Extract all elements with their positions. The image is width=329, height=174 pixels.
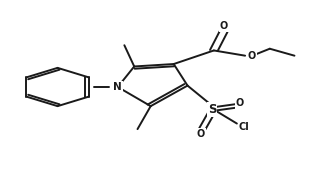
Text: O: O bbox=[196, 129, 205, 139]
Text: O: O bbox=[248, 51, 256, 61]
Text: O: O bbox=[219, 21, 228, 31]
Text: S: S bbox=[208, 103, 216, 116]
Text: Cl: Cl bbox=[239, 122, 249, 132]
Text: O: O bbox=[235, 98, 244, 108]
Text: N: N bbox=[114, 82, 122, 92]
